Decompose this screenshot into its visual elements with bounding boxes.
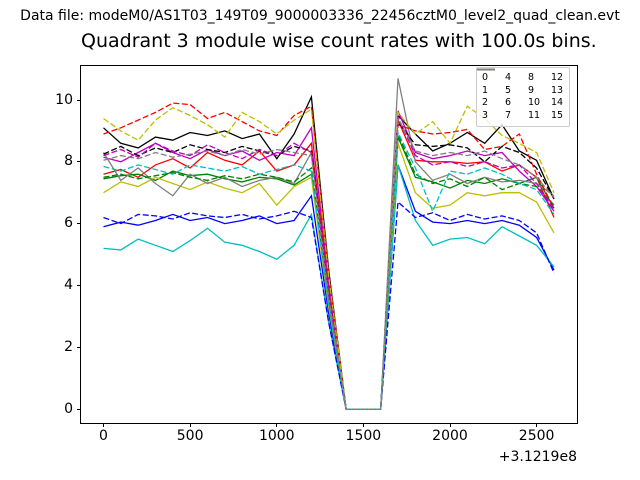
x-tick-mark [449, 423, 451, 427]
legend-label: 4 [505, 72, 512, 84]
y-tick-mark [77, 99, 81, 101]
chart-title: Quadrant 3 module wise count rates with … [81, 30, 597, 52]
legend-label: 12 [551, 72, 564, 84]
legend-label: 9 [528, 84, 535, 96]
series-lines-canvas [102, 78, 555, 410]
x-axis-offset-label: +3.1219e8 [498, 449, 577, 465]
series-line-4 [103, 110, 555, 410]
legend-item-14: 14 [477, 68, 564, 110]
series-line-13 [103, 130, 555, 410]
legend-line-sample [477, 68, 495, 71]
x-tick-label: 2000 [432, 428, 468, 444]
legend-item-8: 8 [477, 68, 541, 85]
x-tick-mark [536, 423, 538, 427]
x-tick-mark [103, 423, 105, 427]
legend-label: 1 [482, 84, 489, 96]
series-line-5 [103, 164, 555, 410]
series-line-7 [102, 78, 555, 410]
legend-column: 8 9 10 11 [477, 68, 541, 123]
y-tick-label: 0 [64, 400, 73, 417]
series-line-0 [103, 119, 555, 410]
legend-label: 3 [482, 109, 489, 121]
series-line-3 [103, 94, 555, 410]
y-tick-label: 6 [64, 215, 73, 232]
legend-label: 6 [505, 97, 512, 109]
legend-item-15: 15 [477, 68, 564, 123]
legend-label: 0 [482, 72, 489, 84]
x-tick-label: 1000 [258, 428, 295, 444]
plot-area: 0 1 2 3 4 5 6 7 8 9 10 11 12 13 14 15 [80, 65, 578, 424]
legend-label: 11 [528, 109, 541, 121]
legend-item-12: 12 [477, 68, 564, 85]
y-tick-mark [77, 161, 81, 163]
y-tick-mark [77, 346, 81, 348]
legend-item-6: 6 [477, 68, 518, 110]
legend-item-1: 1 [477, 68, 495, 98]
legend-item-0: 0 [477, 68, 495, 85]
series-line-6 [103, 143, 555, 410]
y-tick-label: 4 [64, 276, 73, 293]
legend-column: 12 13 14 15 [477, 68, 564, 123]
legend-item-7: 7 [477, 68, 518, 123]
legend-label: 15 [551, 109, 564, 121]
series-line-14 [103, 105, 555, 410]
x-tick-mark [189, 423, 191, 427]
data-file-text: Data file: modeM0/AS1T03_149T09_90000033… [20, 8, 620, 24]
y-tick-mark [77, 408, 81, 410]
y-tick-mark [77, 284, 81, 286]
y-tick-label: 10 [55, 91, 73, 108]
x-tick-label: 500 [176, 428, 204, 444]
legend-item-2: 2 [477, 68, 495, 110]
legend-item-11: 11 [477, 68, 541, 123]
legend-item-13: 13 [477, 68, 564, 98]
y-tick-label: 2 [64, 338, 73, 355]
legend-label: 2 [482, 97, 489, 109]
legend-label: 5 [505, 84, 512, 96]
legend-item-10: 10 [477, 68, 541, 110]
series-line-15 [103, 116, 555, 410]
legend-label: 8 [528, 72, 535, 84]
x-tick-mark [362, 423, 364, 427]
x-tick-label: 1500 [345, 428, 382, 444]
series-line-10 [103, 200, 555, 410]
legend-item-5: 5 [477, 68, 518, 98]
legend-label: 7 [505, 109, 512, 121]
x-tick-label: 0 [99, 428, 108, 444]
legend-item-4: 4 [477, 68, 518, 85]
legend-label: 13 [551, 84, 564, 96]
series-line-12 [103, 116, 555, 410]
x-tick-label: 2500 [518, 428, 555, 444]
legend-item-9: 9 [477, 68, 541, 98]
x-tick-mark [276, 423, 278, 427]
legend-label: 14 [551, 97, 564, 109]
legend-item-3: 3 [477, 68, 495, 123]
y-tick-label: 8 [64, 153, 73, 170]
legend: 0 1 2 3 4 5 6 7 8 9 10 11 12 13 14 15 [476, 67, 570, 127]
series-line-8 [103, 102, 555, 410]
legend-label: 10 [528, 97, 541, 109]
y-tick-mark [77, 223, 81, 225]
